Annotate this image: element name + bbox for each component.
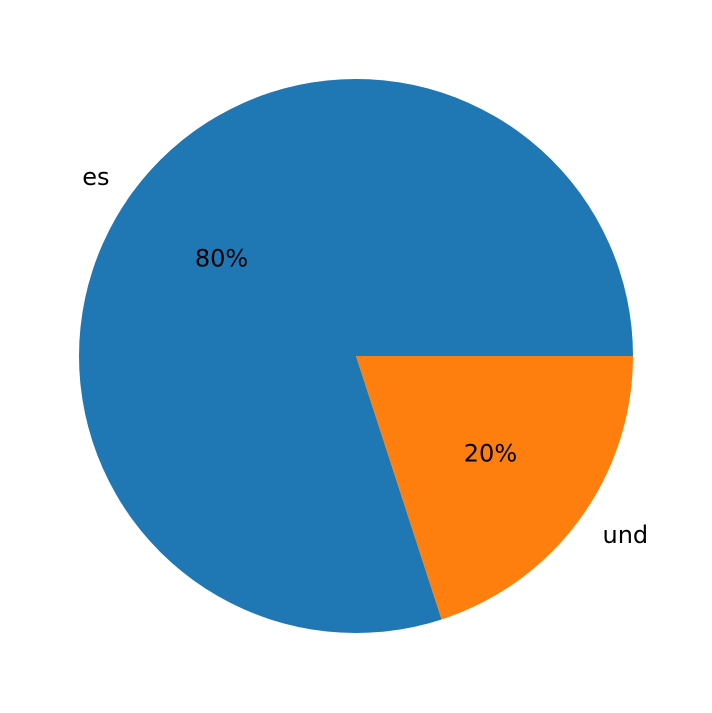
pie-slice-es xyxy=(78,78,633,634)
slice-label: und xyxy=(603,521,649,549)
pie-slice-und xyxy=(356,356,633,620)
percent-label: 20% xyxy=(464,440,517,468)
slice-label: es xyxy=(82,163,109,191)
percent-label: 80% xyxy=(195,244,248,272)
